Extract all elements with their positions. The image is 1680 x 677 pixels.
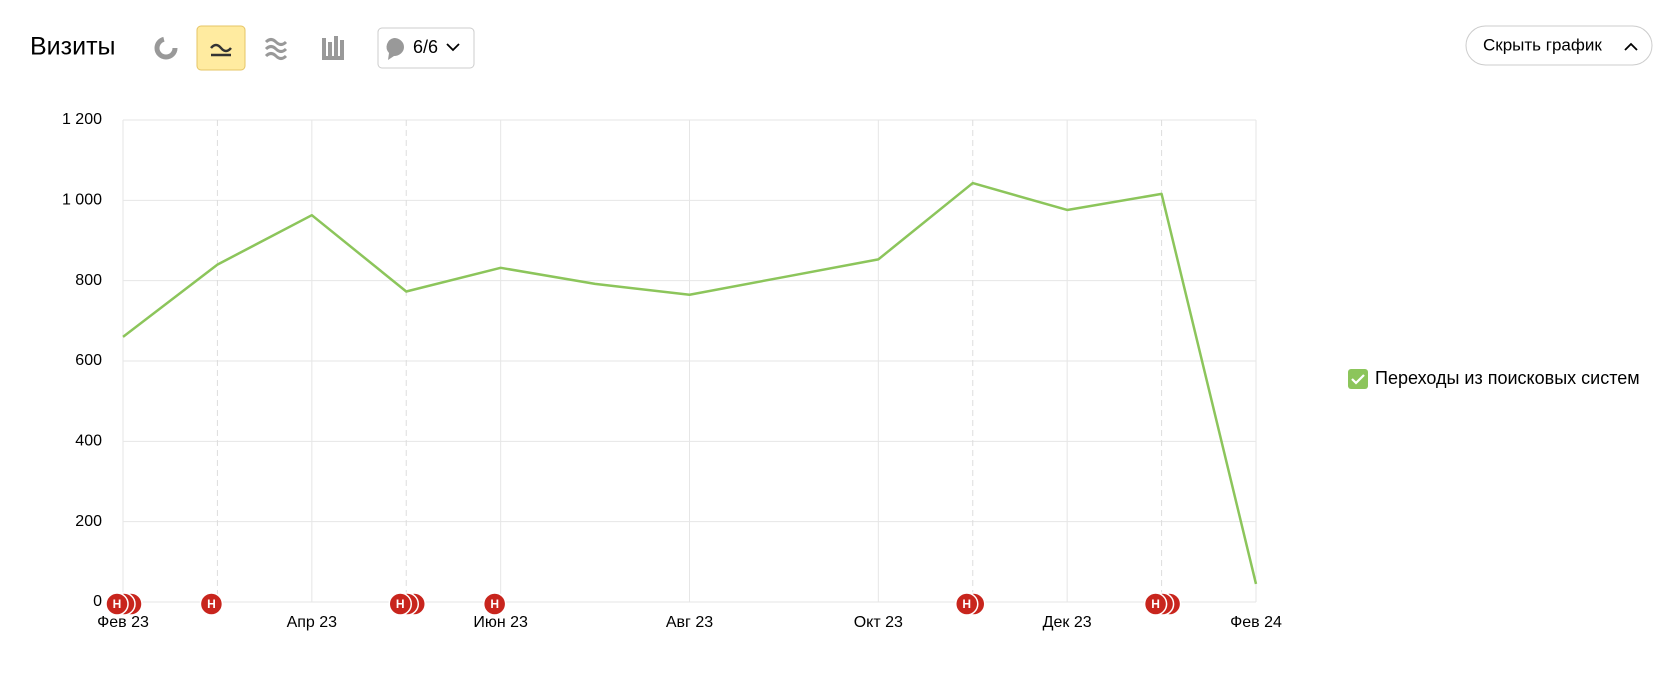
- y-tick-label: 1 000: [62, 192, 102, 209]
- y-tick-label: 800: [75, 272, 102, 289]
- icon: [386, 38, 404, 60]
- button-label: Скрыть график: [1483, 35, 1602, 54]
- x-tick-label: Окт 23: [854, 614, 903, 631]
- annotation-marker[interactable]: Н: [1143, 592, 1182, 616]
- y-tick-label: 0: [93, 593, 102, 610]
- chart-type-area[interactable]: [264, 38, 288, 60]
- icon: [154, 36, 178, 60]
- chart-type-bar[interactable]: [322, 36, 344, 60]
- annotation-bubble: [388, 592, 412, 616]
- annotation-label: Н: [490, 597, 499, 611]
- annotation-label: Н: [113, 597, 122, 611]
- y-tick-label: 1 200: [62, 111, 102, 128]
- icon: [264, 38, 288, 60]
- annotation-marker[interactable]: Н: [955, 592, 986, 616]
- hide-chart-button[interactable]: Скрыть график: [1465, 25, 1653, 66]
- annotation-marker[interactable]: Н: [482, 592, 507, 616]
- annotation-bubble: [955, 592, 979, 616]
- annotation-marker[interactable]: Н: [388, 592, 426, 616]
- annotation-bubble: [105, 592, 129, 616]
- legend-swatch: [1348, 369, 1368, 389]
- icon: [322, 36, 344, 60]
- chart-type-line[interactable]: [196, 25, 246, 71]
- annotation-label: Н: [1151, 597, 1160, 611]
- annotation-label: Н: [396, 597, 405, 611]
- chevron: [446, 43, 460, 52]
- x-tick-label: Апр 23: [287, 614, 338, 631]
- chart-type-pie[interactable]: [154, 36, 178, 60]
- series-line: [122, 181, 1258, 585]
- legend[interactable]: Переходы из поисковых систем: [1348, 368, 1640, 389]
- chevron: [1624, 42, 1638, 51]
- y-tick-label: 600: [75, 352, 102, 369]
- dropdown-box: [377, 27, 475, 69]
- annotation-label: Н: [962, 597, 971, 611]
- page-title: Визиты: [30, 33, 116, 61]
- x-tick-label: Фев 24: [1230, 614, 1282, 631]
- button-box: [1465, 25, 1653, 66]
- comments-count: 6/6: [413, 37, 438, 57]
- x-tick-label: Авг 23: [666, 614, 713, 631]
- annotation-label: Н: [207, 597, 216, 611]
- icon: [210, 43, 232, 57]
- annotation-bubble: [1143, 592, 1168, 616]
- annotation-marker[interactable]: Н: [199, 592, 224, 616]
- legend-label: Переходы из поисковых систем: [1375, 368, 1640, 388]
- y-tick-label: 200: [75, 513, 102, 530]
- annotation-bubble: [482, 592, 507, 616]
- x-tick-label: Фев 23: [97, 614, 149, 631]
- annotation-bubble: [199, 592, 224, 616]
- x-tick-label: Дек 23: [1043, 614, 1092, 631]
- check: [1351, 374, 1365, 385]
- y-tick-label: 400: [75, 433, 102, 450]
- comments-dropdown[interactable]: 6/6: [377, 27, 475, 69]
- annotation-marker[interactable]: Н: [105, 592, 143, 616]
- x-tick-label: Июн 23: [473, 614, 528, 631]
